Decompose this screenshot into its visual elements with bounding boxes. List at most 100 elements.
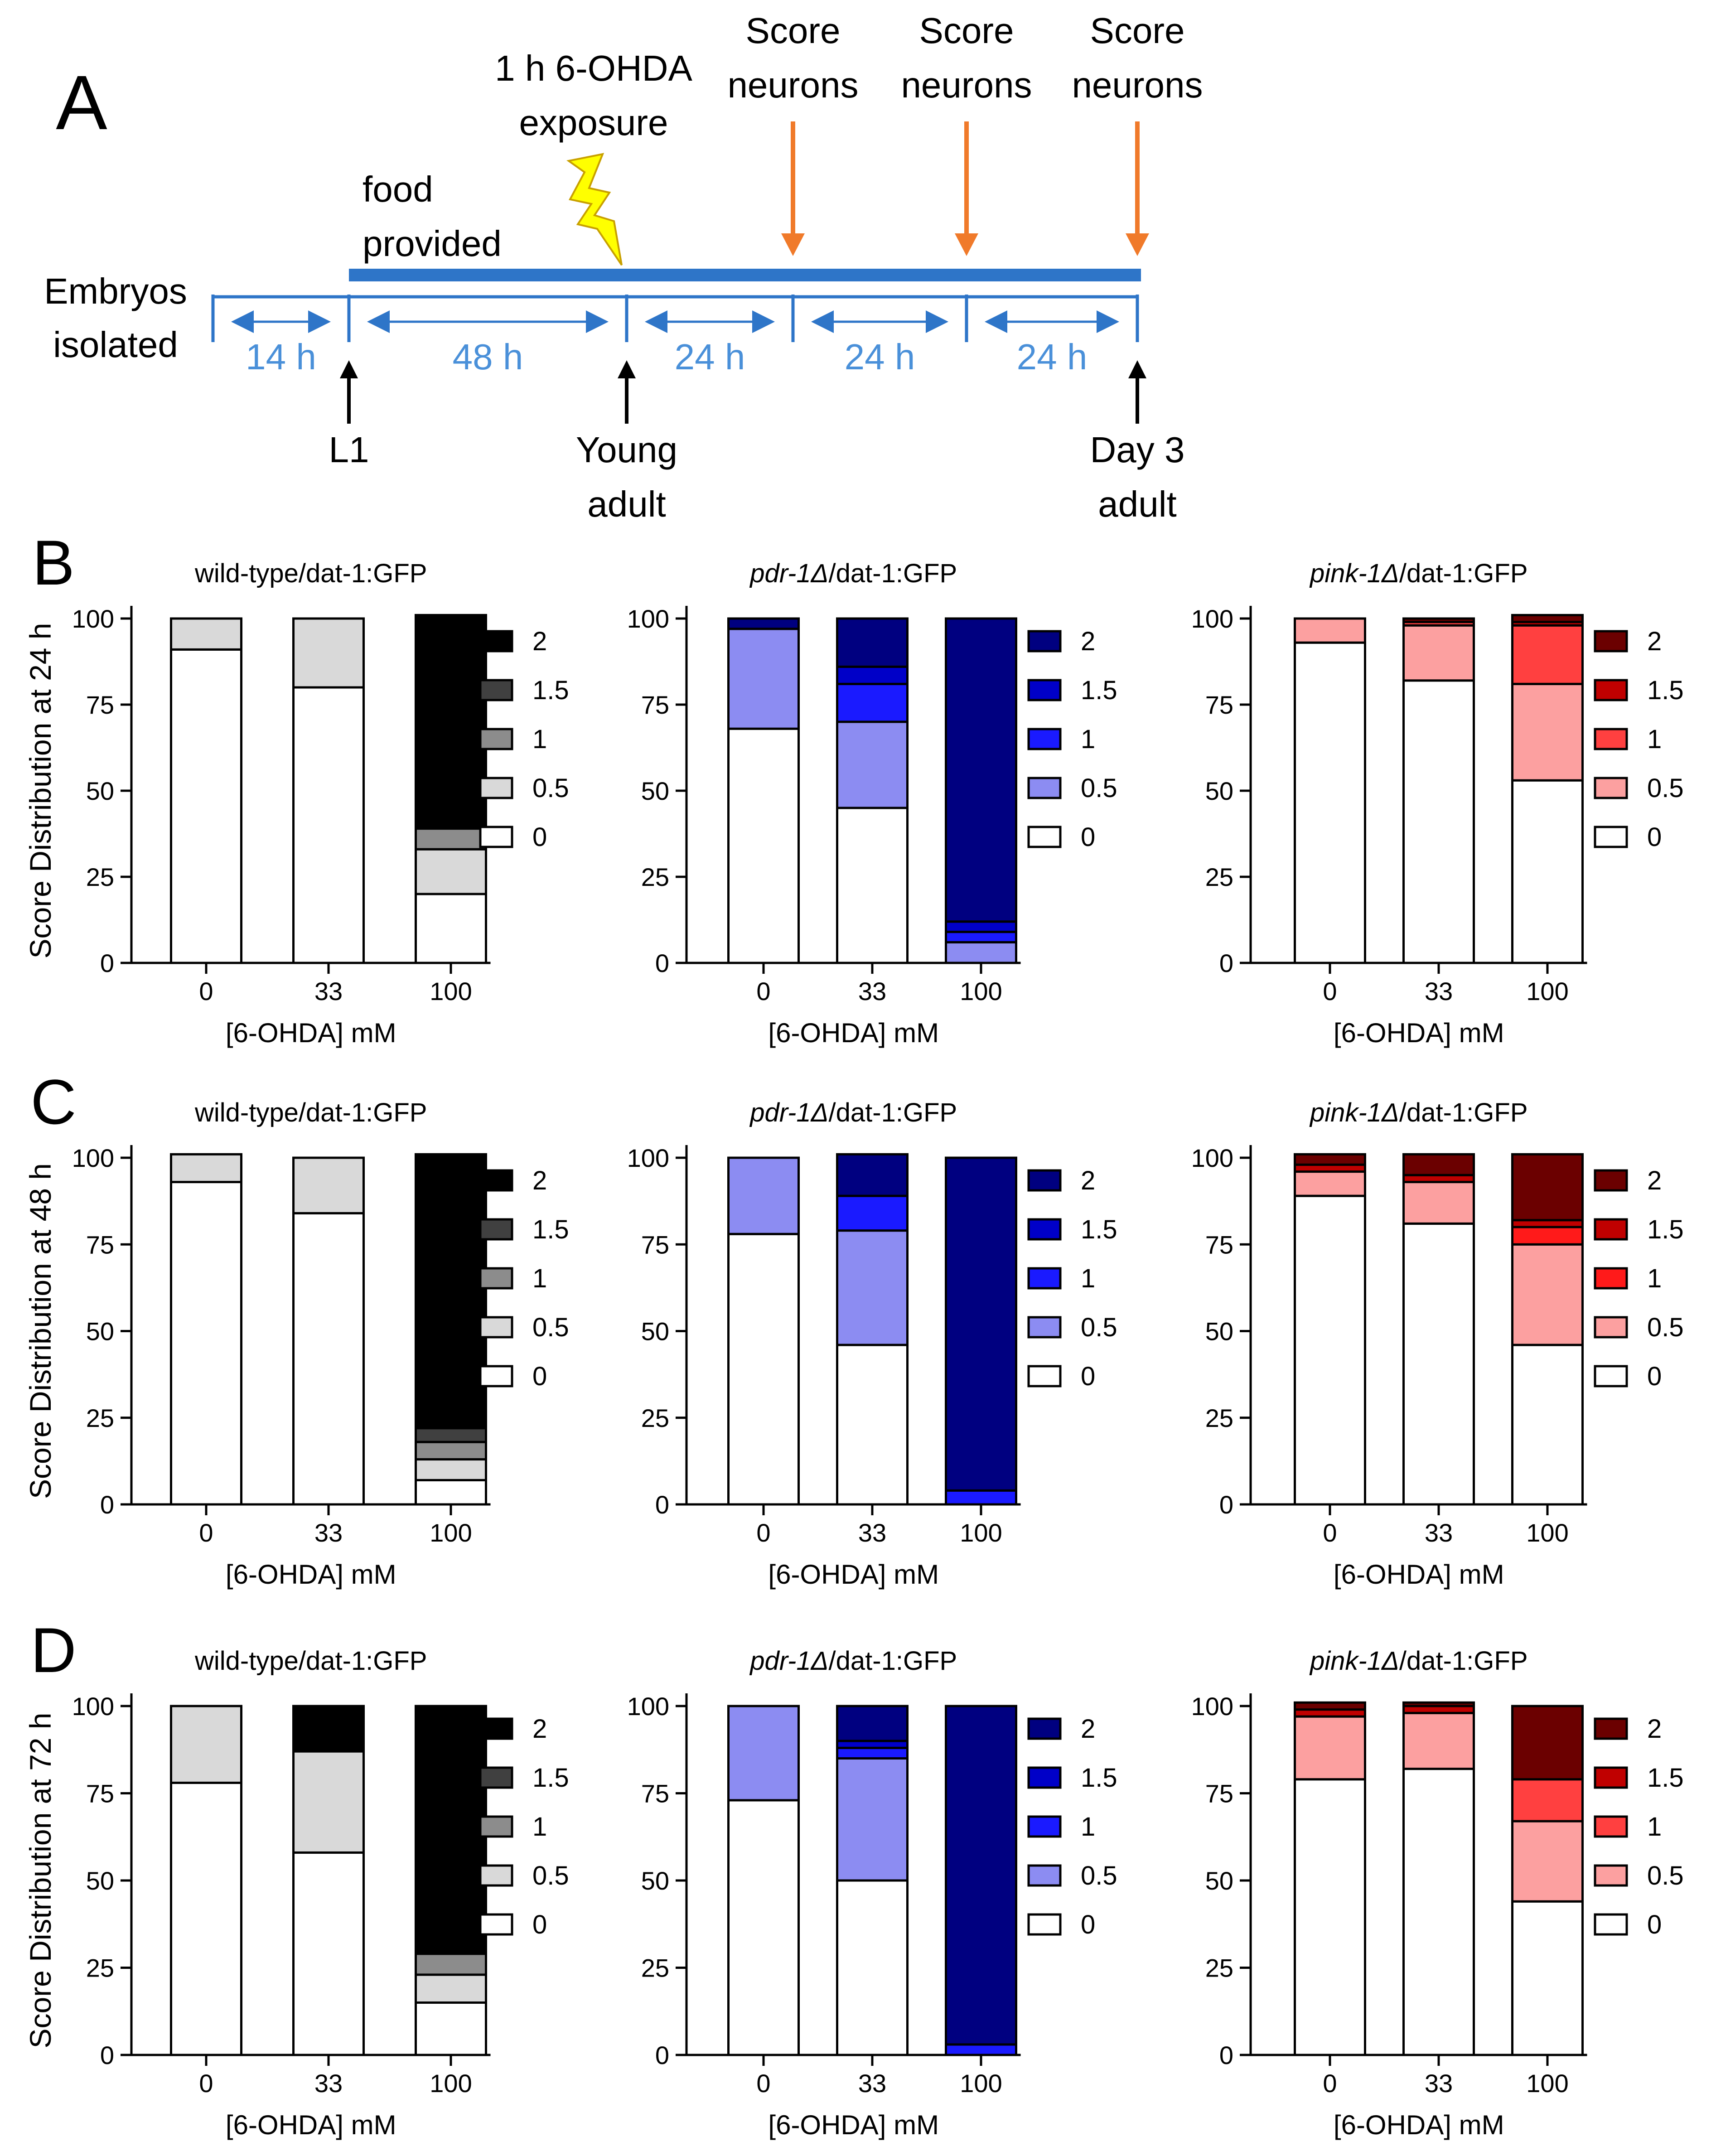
x-tick-label: 33 [314,2069,343,2098]
interval-label: 24 h [845,337,915,377]
score-neurons-label-line: neurons [1072,65,1203,105]
y-tick-label: 0 [655,2041,669,2069]
x-axis-label: [6-OHDA] mM [768,2110,939,2140]
legend-swatch [1594,1864,1628,1887]
y-tick-label: 100 [627,604,669,633]
food-provided-label-line: food [363,169,433,209]
legend-swatch [1594,1316,1628,1339]
legend-label: 1 [1647,725,1662,754]
y-tick-label: 50 [86,777,114,805]
x-tick-label: 33 [1425,977,1453,1005]
stage-label-line: adult [1098,484,1176,524]
bar-segment [836,1344,909,1506]
legend-swatch [479,1815,513,1838]
x-tick-label: 0 [756,1518,770,1547]
x-tick-label: 33 [858,2069,886,2098]
bar-segment [170,617,242,651]
legend-swatch [479,1717,513,1740]
y-tick-label: 100 [1191,604,1233,633]
bar-segment [415,1153,487,1430]
legend-label: 1 [532,1812,547,1842]
bar-segment [727,1705,800,1802]
legend-label: 1.5 [532,676,569,705]
legend-swatch [479,1365,513,1387]
legend-swatch [1594,1717,1628,1740]
bar-segment [415,827,487,851]
y-tick-label: 100 [1191,1692,1233,1721]
bar-segment [836,1194,909,1232]
interval-label: 48 h [453,337,523,377]
bar-segment [1402,679,1475,964]
legend-swatch [1594,1169,1628,1192]
score-neurons-label-line: Score [746,10,841,51]
x-axis-label: [6-OHDA] mM [768,1018,939,1048]
chart-title: pink-1Δ/dat-1:GFP [1309,1646,1528,1676]
legend-swatch [479,1316,513,1339]
chart-title: pdr-1Δ/dat-1:GFP [749,1646,957,1676]
legend-swatch [1027,1815,1062,1838]
stage-arrow-head [1128,360,1146,378]
score-neurons-label-line: neurons [727,65,858,105]
legend-swatch [1594,1365,1628,1387]
legend-swatch [1594,679,1628,701]
x-tick-label: 0 [199,1518,213,1547]
x-tick-label: 33 [858,1518,886,1547]
bar-segment [1511,624,1584,685]
legend-swatch [479,1864,513,1887]
legend-label: 1.5 [1647,676,1684,705]
bar-segment [1402,1711,1475,1770]
y-tick-label: 0 [1219,1490,1233,1519]
legend-swatch [1594,777,1628,799]
legend-label: 0.5 [1081,773,1117,803]
y-tick-label: 25 [86,1954,114,1982]
legend-swatch [1027,826,1062,848]
x-tick-label: 100 [1526,1518,1568,1547]
x-axis-label: [6-OHDA] mM [1334,2110,1504,2140]
x-tick-label: 33 [314,977,343,1005]
bar-segment [1294,641,1366,964]
bar-segment [1294,1715,1366,1781]
bar-segment [415,1441,487,1461]
stage-label-line: Day 3 [1090,430,1185,470]
bar-segment [1402,1768,1475,2056]
y-tick-label: 0 [1219,949,1233,977]
y-tick-label: 50 [1205,1866,1233,1895]
bar-segment [415,848,487,895]
y-tick-label: 25 [641,1404,669,1432]
legend-label: 1.5 [532,1215,569,1244]
y-tick-label: 75 [641,691,669,719]
legend-label: 0 [1647,1910,1662,1939]
y-tick-label: 25 [1205,1404,1233,1432]
x-tick-label: 33 [314,1518,343,1547]
legend-label: 0.5 [532,773,569,803]
legend-label: 1 [1081,725,1095,754]
bar-segment [1294,617,1366,644]
y-tick-label: 0 [655,949,669,977]
y-tick-label: 50 [1205,1317,1233,1346]
bar-segment [292,1750,365,1854]
y-tick-label: 100 [72,1144,114,1172]
legend-swatch [1594,826,1628,848]
legend-swatch [479,1267,513,1290]
legend-label: 0 [1081,1362,1095,1391]
y-tick-label: 0 [100,2041,114,2069]
bar-segment [727,617,800,630]
bar-segment [1402,1222,1475,1506]
bar-segment [727,1156,800,1235]
chart-title: wild-type/dat-1:GFP [194,559,427,588]
legend-swatch [1594,728,1628,750]
x-tick-label: 0 [756,977,770,1005]
bar-segment [945,920,1017,933]
legend-label: 2 [1081,1714,1095,1744]
y-tick-label: 50 [1205,777,1233,805]
bar-segment [945,941,1017,964]
bar-segment [1511,1153,1584,1222]
bar-segment [415,1479,487,1506]
chart-title-rest: /dat-1:GFP [1399,1098,1528,1127]
legend-label: 0.5 [1647,773,1684,803]
x-tick-label: 0 [756,2069,770,2098]
y-tick-label: 25 [1205,863,1233,891]
y-tick-label: 25 [641,863,669,891]
y-tick-label: 75 [641,1230,669,1259]
